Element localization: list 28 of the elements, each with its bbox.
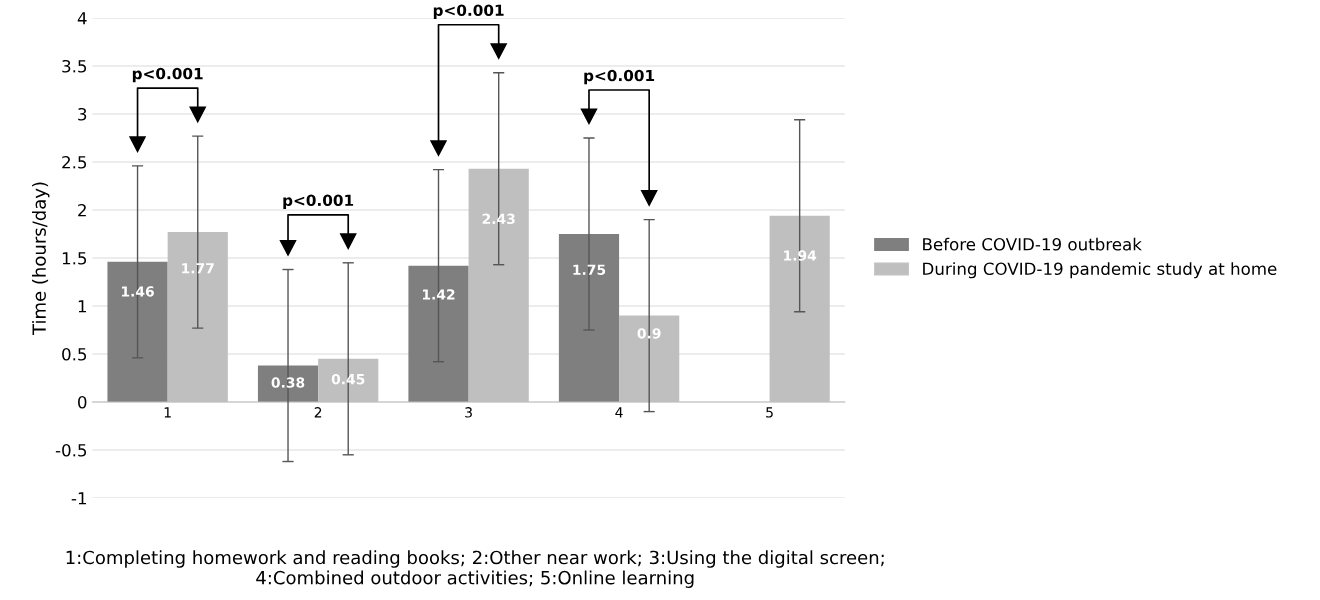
data-label: 1.75	[573, 264, 606, 275]
y-tick-label: -1	[71, 492, 86, 505]
data-label: 1.46	[121, 286, 154, 297]
annotation: p<0.001	[584, 69, 655, 85]
y-tick-label: 2	[78, 203, 86, 217]
x-tick-label: 5	[766, 407, 773, 418]
text: 1:Completing homework and reading books; 2:Other near work; 3:Using the digital screen; 4:Combined outdoor activities; 5:Online learning	[66, 550, 884, 588]
y-tick-label: 3.5	[62, 59, 87, 73]
y-tick-label: 1.5	[62, 252, 87, 265]
legend-label: During COVID-19 pandemic study at home	[923, 262, 1277, 279]
y-tick-label: 2.5	[62, 155, 87, 169]
annotation: p<0.001	[283, 194, 354, 210]
x-tick-label: 2	[314, 407, 322, 418]
legend-label: Before COVID-19 outbreak	[923, 237, 1142, 251]
y-axis-title: Time (hours/day)	[31, 182, 50, 336]
x-tick-label: 4	[615, 407, 623, 418]
annotation: p<0.001	[132, 67, 203, 83]
data-label: 0.38	[271, 377, 305, 388]
y-tick-label: -0.5	[55, 443, 87, 457]
data-label: 1.42	[422, 289, 455, 300]
y-tick-label: 0	[78, 395, 87, 409]
x-tick-label: 1	[164, 407, 171, 418]
x-tick-label: 3	[465, 407, 472, 418]
y-tick-label: 3	[78, 107, 87, 121]
y-tick-label: 4	[77, 12, 87, 25]
y-tick-label: 1	[78, 300, 86, 313]
annotation: p<0.001	[433, 4, 504, 19]
y-tick-label: 0.5	[62, 347, 87, 361]
